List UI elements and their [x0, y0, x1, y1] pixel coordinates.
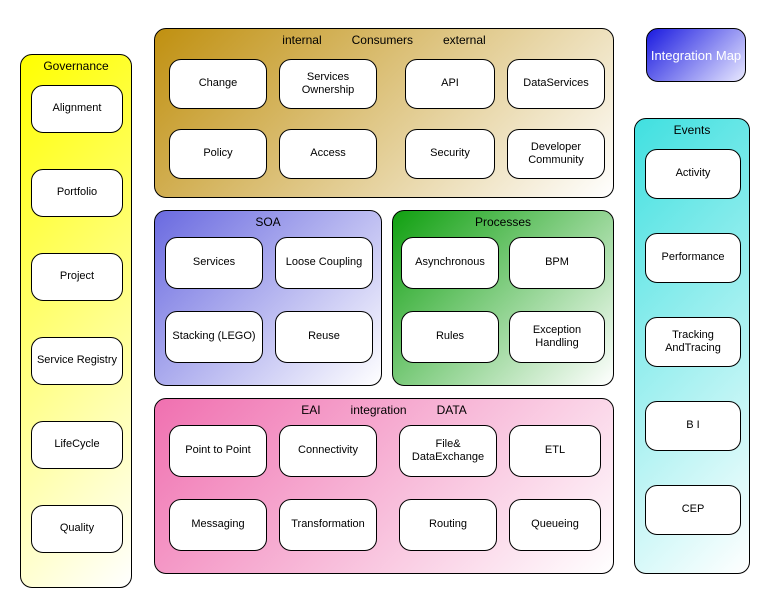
node-label: Transformation	[291, 518, 365, 531]
node-label: Loose Coupling	[286, 256, 362, 269]
eai-node: Transformation	[279, 499, 377, 551]
consumers-node: Change	[169, 59, 267, 109]
node-label: Queueing	[531, 518, 579, 531]
governance-node: Service Registry	[31, 337, 123, 385]
eai-node: File& DataExchange	[399, 425, 497, 477]
governance-panel: Governance Alignment Portfolio Project Serv…	[20, 54, 132, 588]
processes-node: Asynchronous	[401, 237, 499, 289]
consumers-node: Developer Community	[507, 129, 605, 179]
node-label: LifeCycle	[54, 438, 99, 451]
governance-node: Alignment	[31, 85, 123, 133]
governance-node: LifeCycle	[31, 421, 123, 469]
consumers-node: Services Ownership	[279, 59, 377, 109]
node-label: Quality	[60, 522, 94, 535]
governance-title: Governance	[21, 55, 131, 75]
eai-header-right: DATA	[437, 403, 467, 417]
events-node: Tracking AndTracing	[645, 317, 741, 367]
node-label: Routing	[429, 518, 467, 531]
governance-node: Quality	[31, 505, 123, 553]
eai-node: Connectivity	[279, 425, 377, 477]
node-label: Alignment	[53, 102, 102, 115]
governance-node: Project	[31, 253, 123, 301]
node-label: Connectivity	[298, 444, 358, 457]
governance-node: Portfolio	[31, 169, 123, 217]
processes-title: Processes	[393, 211, 613, 231]
node-label: Change	[199, 77, 238, 90]
soa-node: Reuse	[275, 311, 373, 363]
node-label: Exception Handling	[514, 324, 600, 350]
consumers-header: internal Consumers external	[155, 29, 613, 49]
events-node: Activity	[645, 149, 741, 199]
node-label: Point to Point	[185, 444, 250, 457]
events-node: CEP	[645, 485, 741, 535]
consumers-node: API	[405, 59, 495, 109]
processes-node: Exception Handling	[509, 311, 605, 363]
processes-panel: Processes Asynchronous BPM Rules Exception …	[392, 210, 614, 386]
eai-node: Routing	[399, 499, 497, 551]
events-panel: Events Activity Performance Tracking AndTr…	[634, 118, 750, 574]
node-label: Messaging	[191, 518, 244, 531]
node-label: Developer Community	[512, 141, 600, 167]
events-title: Events	[635, 119, 749, 139]
node-label: Stacking (LEGO)	[172, 330, 255, 343]
node-label: Portfolio	[57, 186, 97, 199]
eai-header-left: EAI	[301, 403, 320, 417]
events-node: B I	[645, 401, 741, 451]
node-label: Activity	[676, 167, 711, 180]
soa-node: Loose Coupling	[275, 237, 373, 289]
node-label: API	[441, 77, 459, 90]
soa-title: SOA	[155, 211, 381, 231]
eai-node: Messaging	[169, 499, 267, 551]
node-label: Access	[310, 147, 345, 160]
eai-header-main: integration	[351, 403, 407, 417]
node-label: Performance	[662, 251, 725, 264]
soa-node: Stacking (LEGO)	[165, 311, 263, 363]
node-label: BPM	[545, 256, 569, 269]
integration-map-title: Integration Map	[646, 28, 746, 82]
consumers-header-main: Consumers	[352, 33, 413, 47]
node-label: Service Registry	[37, 354, 117, 367]
consumers-panel: internal Consumers external Change Servic…	[154, 28, 614, 198]
consumers-node: Policy	[169, 129, 267, 179]
node-label: Tracking AndTracing	[650, 329, 736, 355]
node-label: DataServices	[523, 77, 588, 90]
node-label: Policy	[203, 147, 232, 160]
integration-map-label: Integration Map	[651, 48, 741, 63]
processes-node: Rules	[401, 311, 499, 363]
node-label: B I	[686, 419, 699, 432]
node-label: Security	[430, 147, 470, 160]
consumers-header-internal: internal	[282, 33, 321, 47]
eai-node: ETL	[509, 425, 601, 477]
node-label: ETL	[545, 444, 565, 457]
node-label: Asynchronous	[415, 256, 485, 269]
node-label: Rules	[436, 330, 464, 343]
consumers-node: Access	[279, 129, 377, 179]
eai-node: Point to Point	[169, 425, 267, 477]
eai-header: EAI integration DATA	[155, 399, 613, 419]
soa-panel: SOA Services Loose Coupling Stacking (LEGO…	[154, 210, 382, 386]
processes-node: BPM	[509, 237, 605, 289]
events-node: Performance	[645, 233, 741, 283]
eai-node: Queueing	[509, 499, 601, 551]
soa-node: Services	[165, 237, 263, 289]
node-label: Project	[60, 270, 94, 283]
node-label: Services Ownership	[284, 71, 372, 97]
consumers-node: DataServices	[507, 59, 605, 109]
node-label: CEP	[682, 503, 705, 516]
node-label: File& DataExchange	[404, 438, 492, 464]
eai-panel: EAI integration DATA Point to Point Conne…	[154, 398, 614, 574]
node-label: Services	[193, 256, 235, 269]
node-label: Reuse	[308, 330, 340, 343]
consumers-node: Security	[405, 129, 495, 179]
consumers-header-external: external	[443, 33, 486, 47]
